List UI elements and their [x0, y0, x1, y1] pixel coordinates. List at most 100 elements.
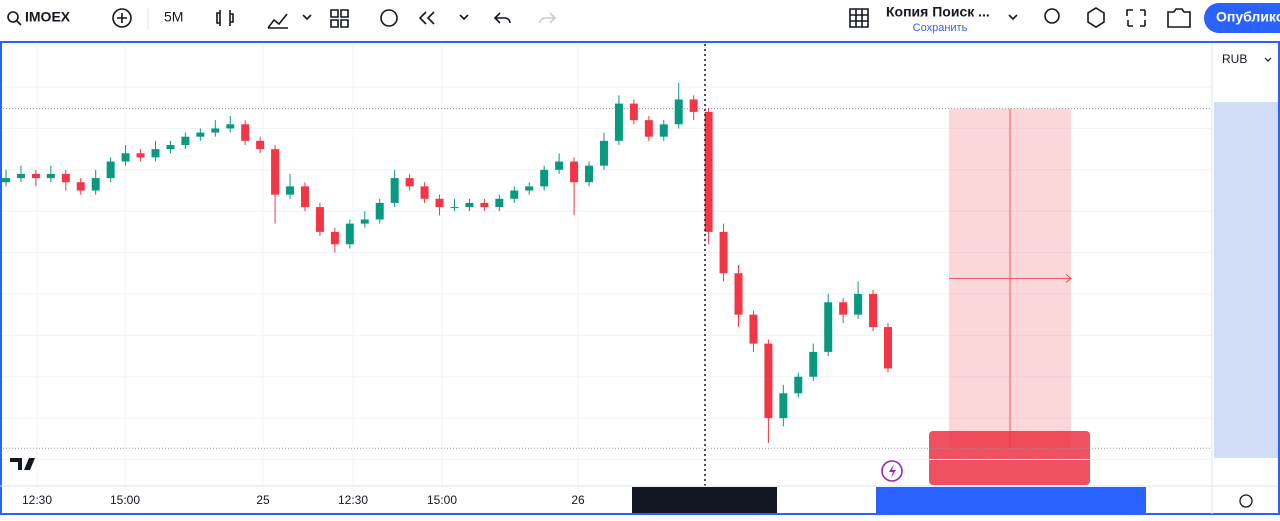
measure-box [929, 431, 1090, 485]
candle-body [226, 124, 235, 129]
x-tick-label: 12:30 [22, 493, 52, 507]
candle-body [345, 223, 354, 245]
candle-body [465, 202, 474, 208]
candle-body [525, 186, 534, 191]
candle-body [121, 153, 130, 162]
candle-body [31, 173, 40, 179]
candle-body [495, 198, 504, 208]
candle-body [614, 103, 623, 141]
candle-body [480, 202, 489, 208]
candle-body [211, 128, 220, 133]
candle-body [420, 186, 429, 199]
candle-body [659, 124, 668, 137]
save-status[interactable]: Сохранить [913, 22, 968, 34]
candle-body [674, 99, 683, 125]
candle-body [136, 153, 145, 158]
chevron[interactable] [302, 14, 312, 21]
candle-body [540, 169, 549, 187]
publish-label[interactable]: Опублико [1216, 9, 1280, 25]
replay-icon[interactable] [418, 11, 435, 25]
candle-body [555, 161, 564, 170]
range-label-bg [876, 487, 1146, 513]
candle-body [2, 178, 10, 183]
search-icon-handle [16, 20, 22, 26]
indicators-icon[interactable] [267, 13, 288, 29]
candle-body [151, 149, 160, 158]
symbol[interactable]: IMOEX [25, 9, 71, 25]
quick-search-icon[interactable] [1044, 8, 1060, 24]
x-tick-label: 26 [571, 493, 585, 507]
candle-body [824, 302, 833, 352]
snapshot-icon[interactable] [1167, 8, 1191, 28]
candle-body [719, 231, 728, 274]
candle-body [854, 293, 863, 315]
add-symbol-icon[interactable] [112, 8, 132, 28]
candle-body [734, 273, 743, 315]
candles-icon[interactable] [216, 10, 234, 26]
search-icon[interactable] [7, 11, 19, 23]
candle-body [585, 165, 594, 183]
candle-body [749, 314, 758, 344]
candle-body [809, 351, 818, 377]
candle-body [241, 124, 250, 141]
candle-body [644, 120, 653, 137]
chart-frame [0, 41, 1280, 515]
currency[interactable]: RUB [1222, 52, 1247, 66]
chevron[interactable] [459, 14, 469, 21]
candle-body [330, 231, 339, 245]
candle-body [869, 293, 878, 328]
candle-body [300, 186, 309, 208]
measure-h [949, 274, 1073, 283]
candle-body [794, 376, 803, 394]
axis-settings-icon[interactable] [1239, 494, 1253, 508]
redo-icon [539, 12, 557, 24]
candle-body [61, 173, 70, 183]
candle-body [405, 178, 414, 187]
candle-body [779, 393, 788, 419]
crosshair-label-bg [632, 487, 777, 513]
candle-body [181, 136, 190, 145]
toolbar: IMOEX 5M Копия Поиск ... Сохранить Опубл… [7, 3, 1280, 34]
x-tick-label: 12:30 [338, 493, 368, 507]
fullscreen-icon[interactable] [1126, 9, 1146, 27]
chevron[interactable] [1264, 57, 1272, 62]
candle-body [629, 103, 638, 121]
settings-icon[interactable] [1087, 7, 1105, 28]
candle-body [704, 111, 713, 232]
candle-body [390, 178, 399, 203]
undo-icon[interactable] [493, 12, 511, 24]
candle-body [375, 202, 384, 220]
layout-name[interactable]: Копия Поиск ... [886, 4, 990, 20]
candle-body [884, 327, 892, 369]
candle-body [570, 161, 579, 183]
x-tick-label: 15:00 [110, 493, 140, 507]
layout-grid-icon[interactable] [849, 8, 869, 28]
candle-body [46, 173, 55, 179]
candle-body [764, 343, 773, 419]
interval[interactable]: 5M [164, 9, 183, 25]
price-range-highlight [1214, 102, 1278, 458]
candle-body [450, 207, 459, 209]
x-tick-label: 25 [256, 493, 270, 507]
tv-logo [10, 458, 35, 470]
publish-button[interactable] [1204, 3, 1280, 33]
candle-body [315, 207, 324, 232]
candle-body [510, 190, 519, 199]
candle-body [256, 140, 265, 150]
candle-body [435, 198, 444, 208]
layouts-icon[interactable] [330, 9, 349, 28]
candle-body [689, 99, 698, 112]
alert-icon[interactable] [380, 9, 398, 27]
candle-body [271, 149, 280, 195]
chevron[interactable] [1008, 14, 1018, 21]
candle-body [599, 140, 608, 166]
candle-body [91, 178, 100, 191]
candle-body [166, 144, 175, 150]
candle-body [360, 219, 369, 224]
bolt [889, 464, 896, 478]
candle-body [196, 132, 205, 137]
candle-body [16, 173, 25, 179]
x-tick-label: 15:00 [427, 493, 457, 507]
